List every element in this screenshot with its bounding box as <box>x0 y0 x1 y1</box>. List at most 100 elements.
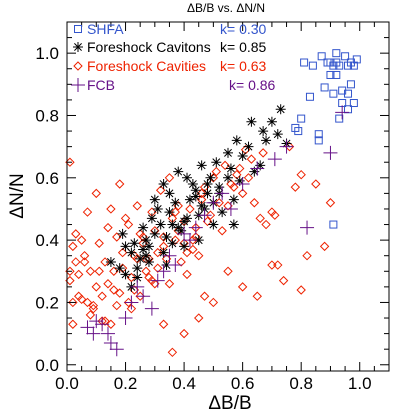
x-axis-label: ΔB/B <box>208 393 251 414</box>
point-foreshock-cavitons <box>170 197 181 208</box>
point-shfa <box>346 80 355 89</box>
point-shfa <box>314 130 323 139</box>
legend-k-value: k= 0.85 <box>220 39 267 55</box>
point-foreshock-cavities <box>278 275 289 286</box>
point-foreshock-cavities <box>114 179 125 189</box>
point-shfa <box>352 55 361 64</box>
point-foreshock-cavitons <box>211 157 222 168</box>
point-shfa <box>308 61 317 70</box>
point-shfa <box>349 99 358 108</box>
point-foreshock-cavities <box>267 207 277 217</box>
y-tick-label: 0.8 <box>35 106 59 125</box>
point-foreshock-cavitons <box>231 135 242 146</box>
point-shfa <box>329 220 338 229</box>
point-foreshock-cavitons <box>141 250 152 261</box>
point-foreshock-cavities <box>267 260 277 270</box>
point-fcb <box>124 295 139 310</box>
point-foreshock-cavities <box>97 291 107 301</box>
point-foreshock-cavities <box>100 257 110 267</box>
x-tick-label: 0.4 <box>172 374 196 393</box>
point-foreshock-cavities <box>302 250 312 261</box>
point-foreshock-cavitons <box>173 166 184 177</box>
point-foreshock-cavities <box>153 263 163 273</box>
point-fcb <box>323 145 338 160</box>
point-shfa <box>349 61 358 70</box>
point-foreshock-cavities <box>68 319 78 329</box>
point-foreshock-cavitons <box>129 238 140 249</box>
point-foreshock-cavitons <box>196 160 207 171</box>
point-foreshock-cavities <box>103 222 113 233</box>
legend-k-value: k= 0.86 <box>229 77 276 93</box>
point-foreshock-cavities <box>88 300 99 311</box>
point-shfa <box>344 89 353 98</box>
point-foreshock-cavitons <box>184 194 195 205</box>
point-foreshock-cavitons <box>261 135 272 146</box>
point-foreshock-cavitons <box>202 179 213 190</box>
point-foreshock-cavities <box>68 241 78 252</box>
point-foreshock-cavitons <box>114 263 125 274</box>
point-fcb <box>130 279 145 294</box>
legend-item-shfa: SHFA k= 0.30 <box>74 21 267 37</box>
y-tick-label: 0.4 <box>35 231 59 250</box>
x-tick-label: 0.2 <box>114 374 138 393</box>
legend-label: Foreshock Cavitons <box>87 39 211 55</box>
point-foreshock-cavitons <box>187 179 198 190</box>
point-fcb <box>335 105 350 120</box>
point-foreshock-cavitons <box>182 172 193 183</box>
point-foreshock-cavities <box>270 210 280 220</box>
point-foreshock-cavities <box>144 272 154 283</box>
point-foreshock-cavities <box>311 179 321 189</box>
point-foreshock-cavitons <box>258 126 269 137</box>
point-fcb <box>182 233 197 248</box>
point-foreshock-cavitons <box>243 141 254 152</box>
point-foreshock-cavitons <box>193 235 204 246</box>
point-foreshock-cavities <box>273 260 283 270</box>
point-foreshock-cavitons <box>138 244 149 255</box>
point-foreshock-cavitons <box>237 150 248 161</box>
point-foreshock-cavities <box>106 319 116 329</box>
point-foreshock-cavities <box>235 163 245 174</box>
point-foreshock-cavitons <box>266 116 277 127</box>
point-foreshock-cavitons <box>143 256 154 267</box>
point-fcb <box>279 139 294 154</box>
point-foreshock-cavities <box>106 204 116 214</box>
point-foreshock-cavities <box>123 219 134 230</box>
point-shfa <box>291 123 300 132</box>
point-shfa <box>317 52 326 61</box>
point-foreshock-cavities <box>176 257 186 267</box>
point-foreshock-cavities <box>109 285 119 295</box>
point-fcb <box>250 161 265 176</box>
point-foreshock-cavities <box>120 213 131 224</box>
point-foreshock-cavities <box>214 198 224 208</box>
point-foreshock-cavities <box>237 188 248 199</box>
plot-area <box>65 49 361 358</box>
point-foreshock-cavities <box>220 160 230 171</box>
point-foreshock-cavitons <box>179 241 190 252</box>
point-foreshock-cavities <box>252 291 262 301</box>
legend-marker-asterisk <box>73 42 83 52</box>
point-foreshock-cavities <box>249 198 260 208</box>
point-shfa <box>332 49 341 58</box>
point-shfa <box>314 136 323 145</box>
point-foreshock-cavities <box>141 266 151 276</box>
point-foreshock-cavities <box>246 154 257 164</box>
point-shfa <box>332 70 341 79</box>
point-foreshock-cavitons <box>205 172 216 183</box>
y-tick-label: 1.0 <box>35 44 59 63</box>
series-foreshock-cavities <box>65 141 336 358</box>
point-foreshock-cavitons <box>117 228 128 239</box>
point-foreshock-cavitons <box>202 188 213 199</box>
point-fcb <box>109 342 124 357</box>
point-fcb <box>300 220 315 235</box>
point-foreshock-cavities <box>68 297 78 308</box>
point-shfa <box>320 83 329 92</box>
point-fcb <box>168 258 183 273</box>
point-foreshock-cavitons <box>164 207 175 218</box>
point-foreshock-cavitons <box>158 179 169 190</box>
point-foreshock-cavitons <box>143 241 154 252</box>
point-foreshock-cavities <box>223 266 233 276</box>
point-foreshock-cavities <box>126 272 137 283</box>
point-foreshock-cavities <box>258 148 268 158</box>
point-foreshock-cavitons <box>120 269 131 280</box>
point-foreshock-cavities <box>237 282 248 292</box>
